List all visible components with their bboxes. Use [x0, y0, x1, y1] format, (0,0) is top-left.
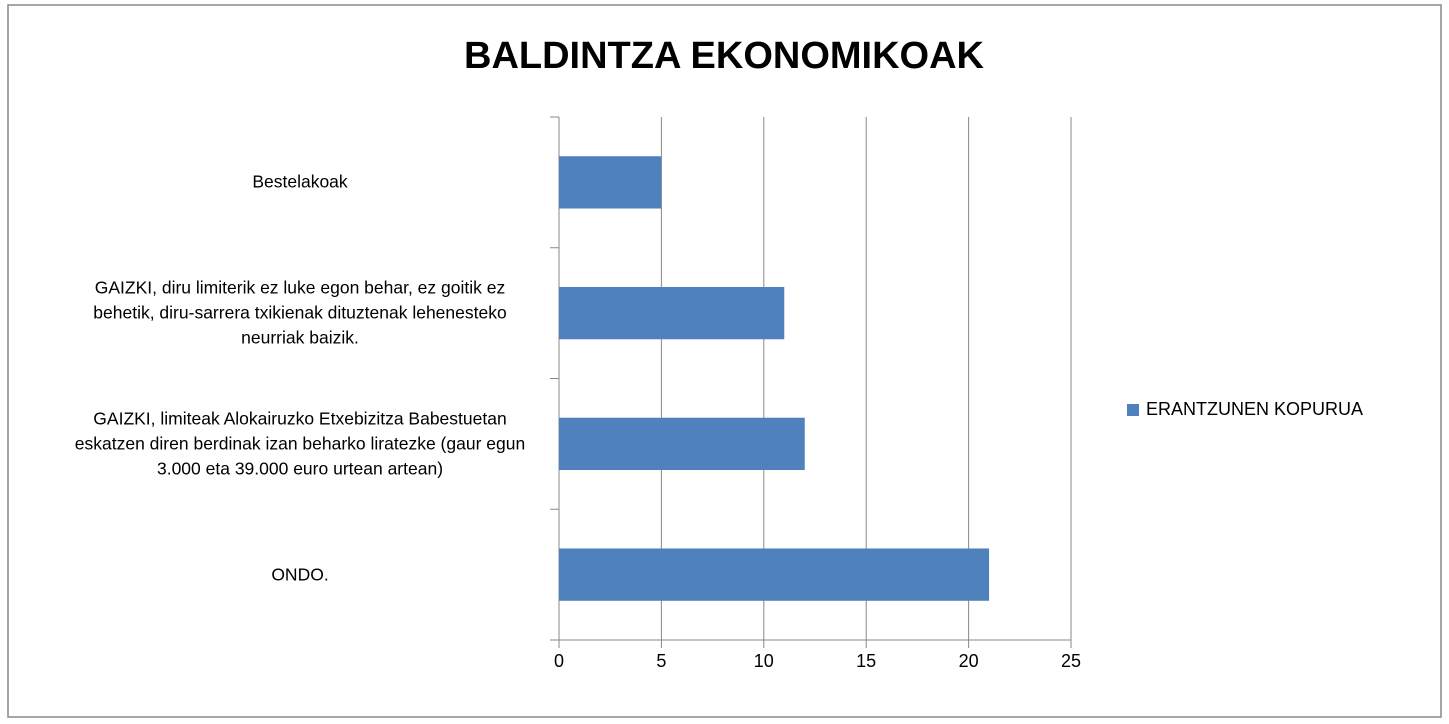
chart-border: [7, 4, 1442, 718]
bar: [559, 548, 990, 601]
bar: [559, 286, 785, 340]
x-tick-label: 15: [856, 651, 876, 671]
x-tick-label: 0: [554, 651, 564, 671]
y-tick-label: ONDO.: [271, 564, 329, 585]
y-tick-label: GAIZKI, diru limiterik ez luke egon beha…: [93, 277, 507, 348]
y-tick-label: GAIZKI, limiteak Alokairuzko Etxebizitza…: [74, 408, 526, 479]
x-tick-label: 10: [754, 651, 774, 671]
x-tick-label: 25: [1061, 651, 1081, 671]
x-tick-label: 5: [656, 651, 666, 671]
chart-title: BALDINTZA EKONOMIKOAK: [464, 35, 985, 77]
bar: [559, 156, 662, 209]
legend-label: ERANTZUNEN KOPURUA: [1146, 399, 1363, 419]
legend-swatch: [1127, 404, 1139, 416]
x-tick-label: 20: [959, 651, 979, 671]
y-tick-label: Bestelakoak: [252, 171, 348, 192]
bar: [559, 417, 805, 471]
